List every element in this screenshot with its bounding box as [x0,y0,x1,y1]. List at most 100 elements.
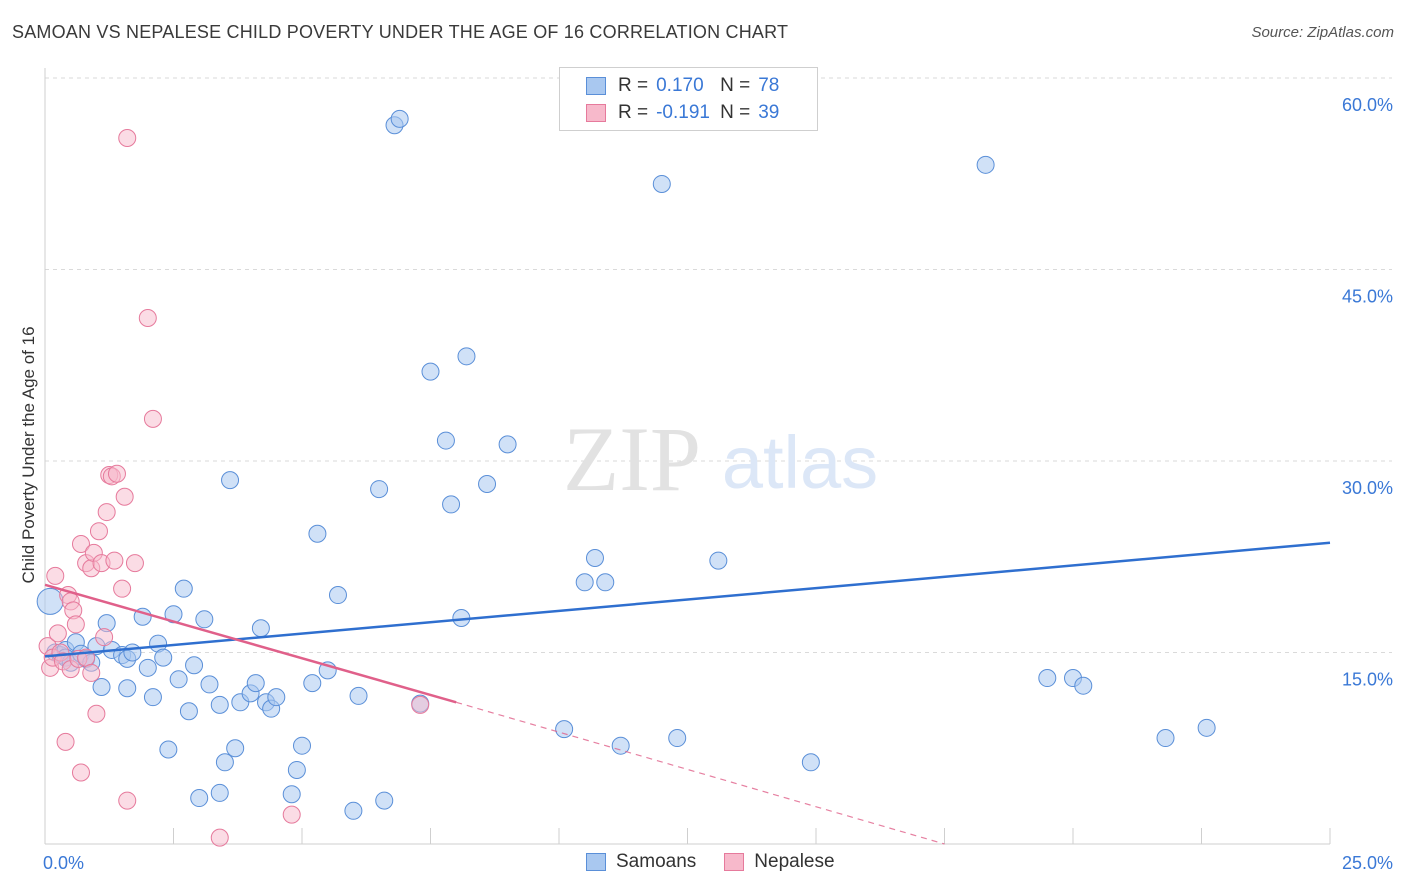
samoans-legend-swatch [586,853,606,871]
nepalese-point [56,732,75,751]
nepalese-r-value: -0.191 [656,102,710,123]
nepalese-point [113,579,132,598]
legend-row-nepalese: R = -0.191 N = 39 [586,100,779,126]
nepalese-point [107,464,126,483]
nepalese-point [143,409,162,428]
samoans-point [390,109,409,128]
samoans-point [1197,718,1216,737]
samoans-point [287,760,306,779]
nepalese-point [105,551,124,570]
samoans-point [179,702,198,721]
nepalese-trend-extension [456,701,945,845]
y-tick-label: 60.0% [1342,95,1393,115]
nepalese-swatch [586,104,606,122]
samoans-point [478,474,497,493]
nepalese-point [411,695,430,714]
samoans-point [282,785,301,804]
samoans-point [555,720,574,739]
samoans-point [328,586,347,605]
samoans-point [92,677,111,696]
nepalese-trend-line [44,583,457,704]
legend-item-nepalese[interactable]: Nepalese [724,851,835,873]
chart-source: Source: ZipAtlas.com [1251,24,1394,41]
samoans-point [421,362,440,381]
nepalese-point [89,522,108,541]
samoans-point [611,736,630,755]
nepalese-point [71,534,90,553]
samoans-point [709,551,728,570]
nepalese-legend-label: Nepalese [754,851,835,872]
chart-title: SAMOAN VS NEPALESE CHILD POVERTY UNDER T… [12,22,789,42]
samoans-point [267,688,286,707]
n-label: N = [720,75,751,96]
samoans-point [585,549,604,568]
samoans-point [976,155,995,174]
nepalese-legend-swatch [724,853,745,871]
samoans-point [801,753,820,772]
y-tick-label: 45.0% [1342,287,1393,307]
y-tick-label: 15.0% [1342,670,1393,690]
legend-item-samoans[interactable]: Samoans [586,851,696,873]
samoans-point [457,347,476,366]
samoans-point [293,736,311,755]
watermark-atlas: atlas [722,421,878,504]
samoans-point [436,431,455,450]
series-legend: Samoans Nepalese [586,851,863,873]
samoans-point [375,791,394,810]
samoans-r-value: 0.170 [656,75,704,96]
nepalese-point [87,704,106,723]
samoans-point [215,753,234,772]
samoans-point [652,174,671,193]
nepalese-point [46,566,65,585]
nepalese-point [125,554,144,573]
samoans-point [668,729,687,748]
samoans-point [190,789,209,808]
samoans-point [349,686,368,705]
samoans-point [221,471,240,490]
samoans-point [138,658,157,677]
trend-lines [44,541,1331,845]
r-label: R = [618,102,649,123]
samoans-point [123,643,142,662]
axes [44,68,1331,845]
samoans-point [226,739,245,758]
samoans-point [596,573,615,592]
nepalese-point [71,763,90,782]
samoans-point [1156,729,1175,748]
samoans-point [195,610,214,629]
nepalese-point [282,805,301,824]
samoans-point [118,679,137,698]
samoans-point [154,648,173,667]
samoans-point [174,579,193,598]
samoans-point [210,783,229,802]
nepalese-point [97,503,116,522]
samoans-point [185,656,204,675]
samoans-point [1074,676,1093,695]
nepalese-point [82,663,101,682]
samoans-legend-label: Samoans [616,851,697,872]
samoans-n-value: 78 [758,75,780,96]
r-label: R = [618,75,649,96]
watermark: ZIP atlas [563,408,878,510]
samoans-trend-line [44,541,1331,658]
samoans-point [575,573,594,592]
samoans-point [143,688,162,707]
samoans-point [36,587,64,615]
samoans-point [251,619,270,638]
gridlines [45,77,1392,653]
legend-row-samoans: R = 0.170 N = 78 [586,73,779,99]
samoans-point [344,801,363,820]
samoans-point [210,695,229,714]
x-tick-label: 0.0% [43,853,84,873]
n-label: N = [720,102,751,123]
samoans-swatch [586,77,606,95]
samoans-point [1038,669,1057,688]
y-tick-label: 30.0% [1342,478,1393,498]
nepalese-n-value: 39 [758,102,780,123]
samoans-points [36,109,1216,820]
correlation-legend: R = 0.170 N = 78 R = -0.191 N = 39 [559,67,818,131]
tick-labels: 15.0% 30.0% 45.0% 60.0% 0.0% 25.0% [43,95,1393,873]
samoans-point [246,674,265,693]
samoans-point [303,674,322,693]
